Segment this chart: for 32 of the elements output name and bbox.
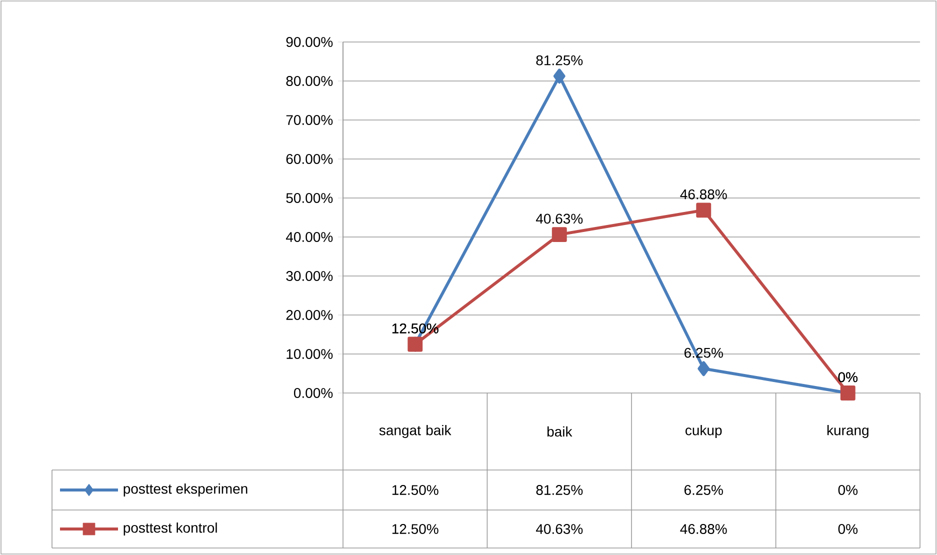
x-tick-label: cukup [686, 424, 722, 438]
text: 46.88% [680, 189, 727, 200]
text: 40.63% [536, 214, 583, 224]
y-tick-label: 70.00% [286, 115, 333, 125]
point [698, 361, 710, 376]
legend-label: posttest kontrol [124, 522, 217, 536]
data-label: 0% [838, 524, 858, 534]
x-tick-label: kurang [827, 424, 868, 438]
y-tick-label: 20.00% [286, 310, 333, 320]
data-label: 81.25% [536, 485, 583, 495]
text: 0% [838, 372, 858, 382]
y-tick-label: 90.00% [286, 37, 333, 47]
y-tick-label: 30.00% [286, 271, 333, 281]
data-label: 12.50% [392, 524, 438, 534]
x-tick-label: baik [547, 426, 572, 437]
y-tick-label: 50.00% [286, 193, 333, 203]
data-label: 0% [838, 485, 858, 495]
data-label: 12.50% [392, 485, 438, 495]
text: 81.25% [536, 55, 583, 66]
y-tick-label: 60.00% [286, 154, 333, 164]
data-label: 6.25% [684, 485, 723, 495]
point [552, 227, 567, 242]
data-label: 46.88% [680, 524, 727, 534]
y-tick-label: 40.00% [286, 232, 333, 242]
y-tick-label: 0.00% [294, 388, 333, 398]
point [696, 202, 712, 218]
x-tick-label: sangat baik [379, 424, 452, 438]
y-tick-label: 10.00% [286, 349, 333, 359]
point [553, 68, 566, 84]
data-label: 40.63% [536, 524, 583, 534]
y-tick-label: 80.00% [286, 76, 333, 86]
legend-label: posttest eksperimen [124, 483, 248, 497]
